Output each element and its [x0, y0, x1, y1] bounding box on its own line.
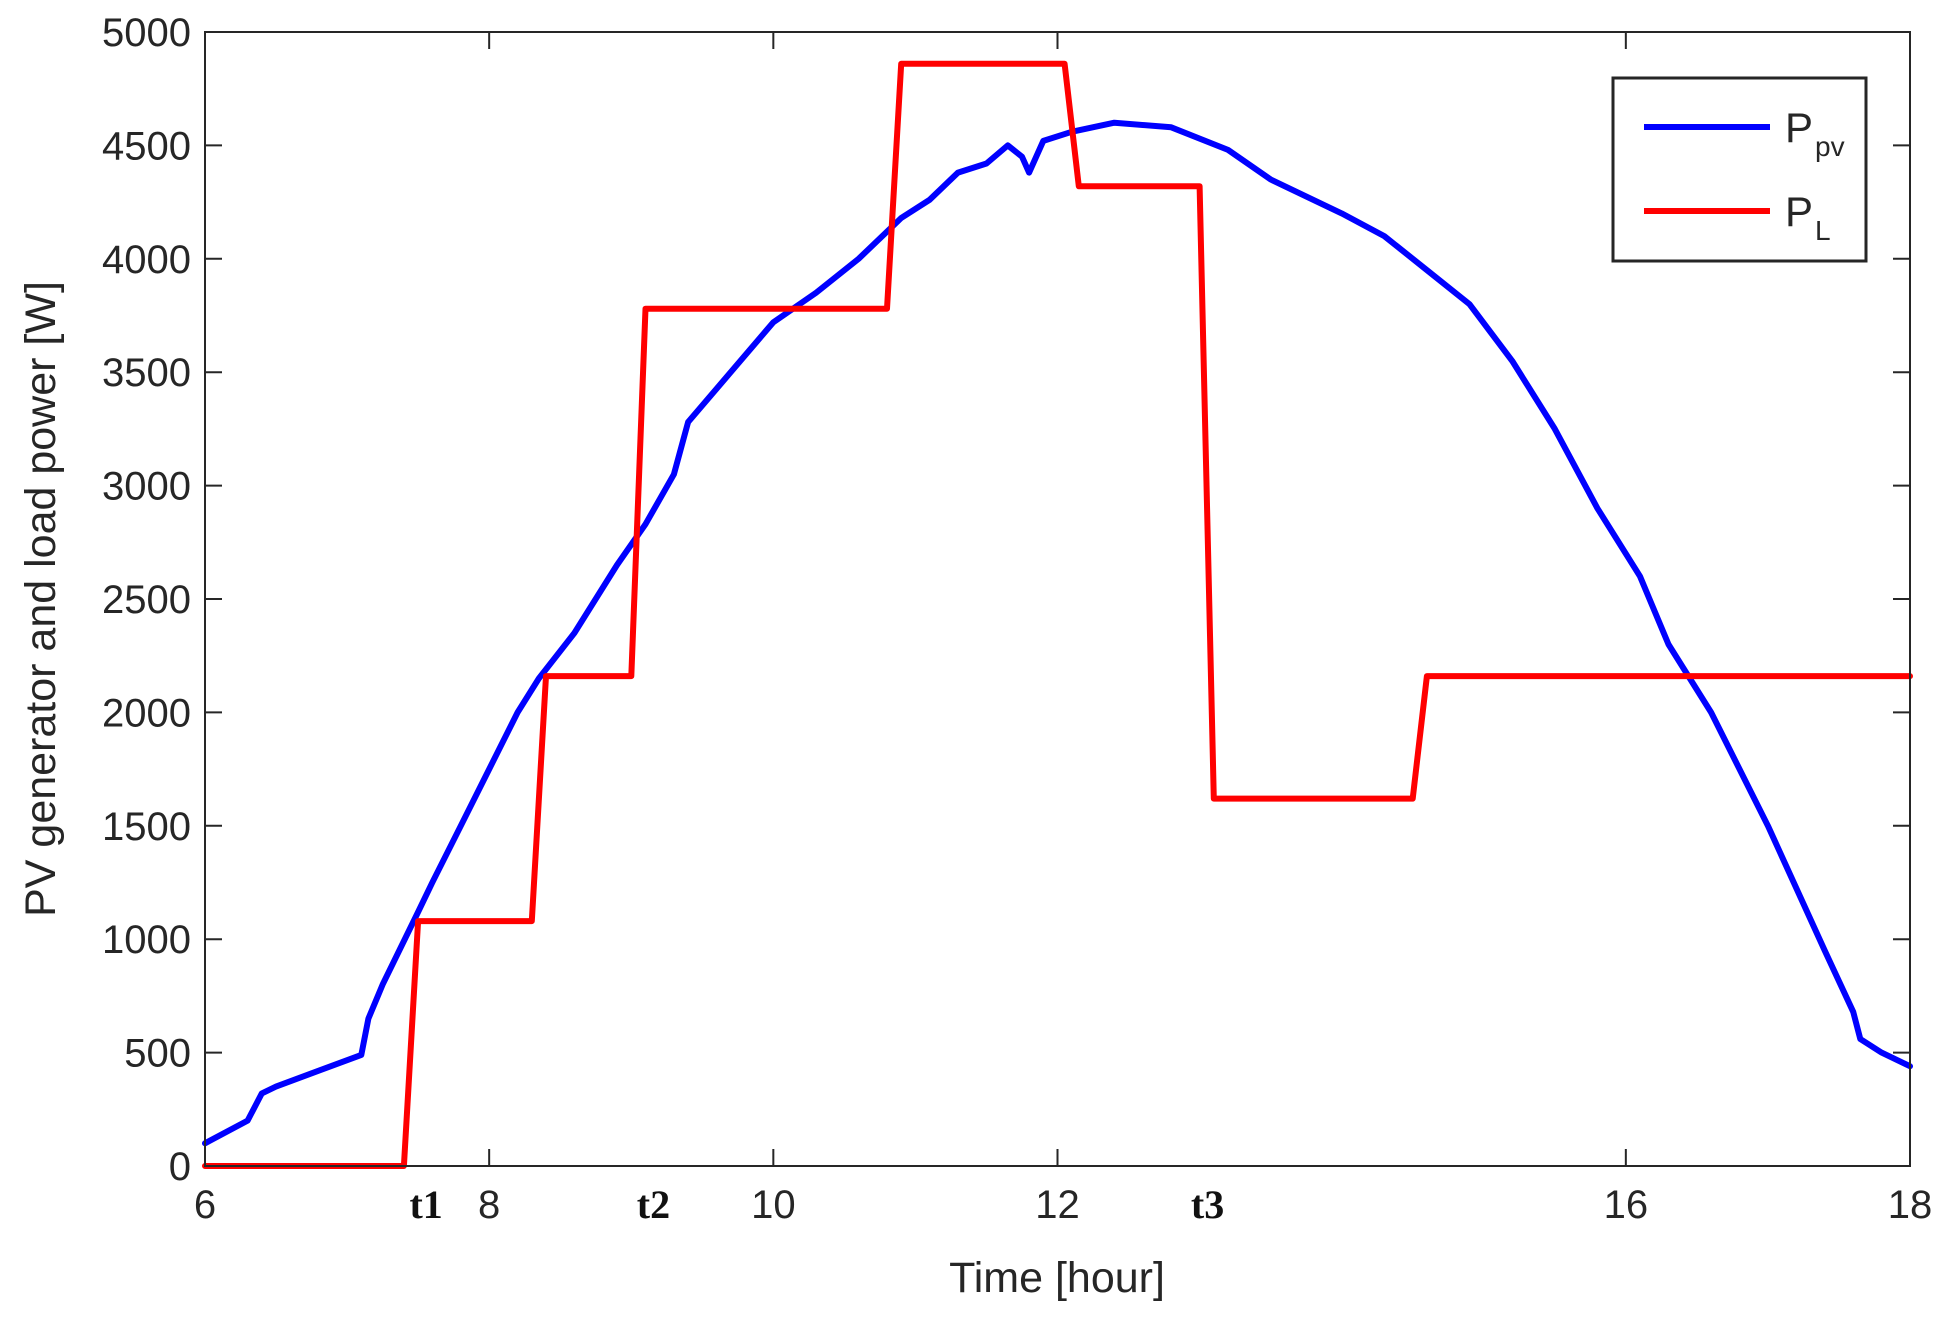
- x-tick-label: 12: [1035, 1183, 1080, 1227]
- series-line-ppv: [202, 119, 1913, 1147]
- y-tick-label: 5000: [102, 11, 191, 55]
- y-tick-label: 2500: [102, 578, 191, 622]
- y-tick-label: 0: [169, 1145, 191, 1189]
- legend-entry: P: [1785, 104, 1813, 151]
- legend-entry-subscript: pv: [1815, 131, 1845, 162]
- x-tick-label: 8: [478, 1183, 500, 1227]
- series-line-pl: [202, 60, 1913, 1169]
- y-tick-label: 2000: [102, 691, 191, 735]
- y-tick-label: 3500: [102, 351, 191, 395]
- y-tick-label: 4000: [102, 238, 191, 282]
- x-tick-label: 16: [1604, 1183, 1649, 1227]
- legend-entry: P: [1785, 188, 1813, 235]
- tick-layer: 6 8 10 12 16 18 0 500 1000 1500 2000 2500 3000 3500 40…: [102, 11, 1932, 1227]
- legend-box: [1611, 76, 1868, 263]
- time-marker-t3: t3: [1191, 1182, 1224, 1227]
- marker-layer: t1 t2 t3: [409, 1182, 1224, 1227]
- y-tick-label: 4500: [102, 124, 191, 168]
- y-tick-label: 3000: [102, 465, 191, 509]
- x-tick-label: 10: [751, 1183, 796, 1227]
- y-axis-label: PV generator and load power [W]: [17, 281, 65, 917]
- y-tick-label: 1000: [102, 918, 191, 962]
- x-tick-label: 6: [194, 1183, 216, 1227]
- series-layer: [202, 60, 1913, 1169]
- time-marker-t2: t2: [637, 1182, 670, 1227]
- y-tick-label: 1500: [102, 805, 191, 849]
- y-tick-label: 500: [124, 1032, 191, 1076]
- x-tick-label: 18: [1888, 1183, 1933, 1227]
- x-axis-label: Time [hour]: [949, 1254, 1165, 1302]
- time-marker-t1: t1: [409, 1182, 442, 1227]
- legend-entry-subscript: L: [1815, 215, 1831, 246]
